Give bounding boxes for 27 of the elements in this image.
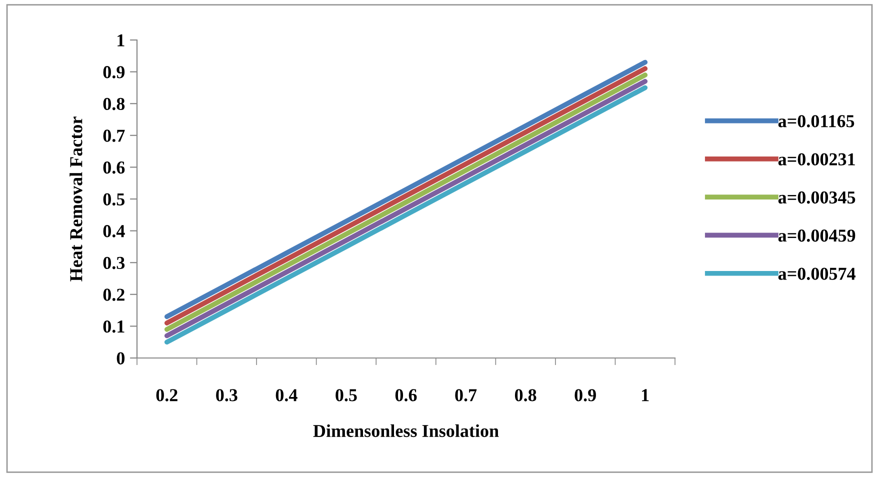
y-tick-label: 0.5 (103, 193, 125, 206)
y-tick-label: 0.1 (103, 320, 124, 333)
x-tick-label: 0.6 (395, 389, 417, 402)
x-axis-title: Dimensonless Insolation (313, 424, 499, 438)
y-tick-label: 0.8 (103, 98, 125, 110)
legend-label: a=0.00231 (778, 153, 855, 166)
x-tick-label: 0.3 (216, 389, 238, 402)
y-axis-title: Heat Removal Factor (70, 116, 82, 282)
x-tick-label: 0.7 (455, 389, 477, 402)
y-tick-label: 0.9 (103, 66, 125, 78)
y-tick-label: 0.3 (103, 256, 125, 270)
y-tick-label: 0.4 (103, 225, 125, 238)
legend-label: a=0.00459 (778, 230, 856, 242)
y-tick-label: 0 (116, 352, 125, 364)
x-tick-label: 0.2 (156, 389, 178, 402)
x-tick-label: 0.5 (336, 389, 357, 402)
x-tick-label: 0.4 (276, 389, 298, 402)
x-tick-label: 1 (642, 389, 649, 402)
legend-label: a=0.00574 (778, 268, 856, 280)
y-tick-label: 0.7 (103, 130, 125, 142)
x-tick-label: 0.8 (514, 389, 536, 402)
x-tick-label: 0.9 (574, 389, 596, 402)
legend-label: a=0.01165 (778, 115, 854, 128)
y-tick-label: 0.6 (103, 161, 125, 174)
y-tick-label: 0.2 (103, 288, 124, 301)
legend-label: a=0.00345 (778, 191, 856, 204)
y-tick-label: 1 (118, 34, 124, 46)
